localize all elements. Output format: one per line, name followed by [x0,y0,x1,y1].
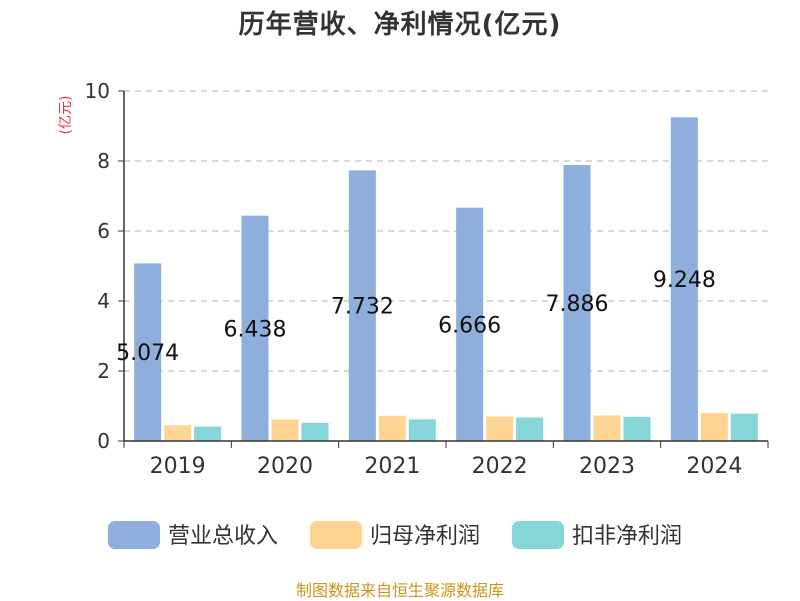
bar-2-2019 [194,426,222,441]
y-tick-label: 2 [97,359,110,383]
x-tick-label: 2021 [364,454,420,479]
x-tick-label: 2019 [150,454,206,479]
grid-lines [124,90,768,372]
x-tick-label: 2024 [686,454,742,479]
source-footer: 制图数据来自恒生聚源数据库 [295,581,504,600]
y-tick-label: 10 [85,79,110,103]
bar-0-2019 [134,263,162,441]
bar-0-2024 [670,117,698,441]
bar-1-2022 [486,416,514,441]
x-tick-label: 2020 [257,454,313,479]
bar-2-2021 [408,419,436,441]
bar-2-2022 [516,417,544,441]
data-label: 5.074 [116,341,179,366]
chart-title: 历年营收、净利情况(亿元) [238,10,562,40]
data-label: 9.248 [653,268,716,293]
legend-swatch [310,521,362,549]
y-tick-label: 0 [97,429,110,453]
legend-label: 扣非净利润 [572,524,682,549]
data-labels: 5.074 6.438 7.732 6.666 7.886 9.248 [116,268,716,366]
bars [134,117,758,442]
bar-2-2024 [730,413,758,441]
bar-1-2021 [378,415,406,441]
y-axis-label: (亿元) [58,96,74,135]
data-label: 7.886 [546,292,609,317]
bar-2-2023 [623,416,651,441]
x-tick-label: 2023 [579,454,635,479]
bar-0-2023 [563,164,591,442]
bar-1-2019 [164,425,192,441]
axes: 0 2 4 6 8 10 2019 2020 2021 2022 2023 2024 [85,79,769,479]
bar-2-2020 [301,422,329,441]
bar-1-2020 [271,419,299,441]
legend-swatch [108,521,160,549]
legend: 营业总收入 归母净利润 扣非净利润 [108,521,682,549]
data-label: 7.732 [331,295,394,320]
bar-0-2020 [241,215,269,441]
y-tick-label: 6 [97,219,110,243]
data-label: 6.438 [224,317,287,342]
y-tick-label: 4 [97,289,110,313]
legend-label: 营业总收入 [168,524,278,549]
y-tick-label: 8 [97,149,110,173]
legend-label: 归母净利润 [370,524,480,549]
x-tick-label: 2022 [472,454,528,479]
bar-0-2021 [348,170,376,441]
legend-swatch [512,521,564,549]
bar-1-2024 [700,413,728,441]
data-label: 6.666 [438,313,501,338]
bar-1-2023 [593,415,621,441]
bar-0-2022 [456,207,484,441]
